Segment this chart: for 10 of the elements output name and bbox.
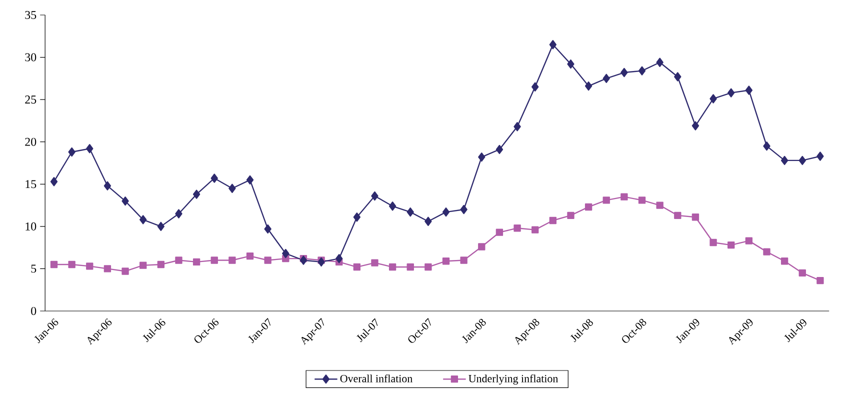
legend-label: Underlying inflation: [468, 374, 558, 385]
y-tick-label: 35: [25, 10, 36, 20]
y-tick-label: 30: [25, 53, 36, 62]
y-tick-label: 20: [25, 138, 36, 146]
y-tick-label: 5: [31, 264, 36, 273]
y-tick-label: 15: [26, 180, 36, 188]
legend-label: Overall inflation: [340, 374, 412, 382]
y-tick-label: 10: [26, 222, 36, 230]
y-tick-label: 0: [31, 306, 36, 316]
y-tick-label: 25: [25, 96, 36, 104]
